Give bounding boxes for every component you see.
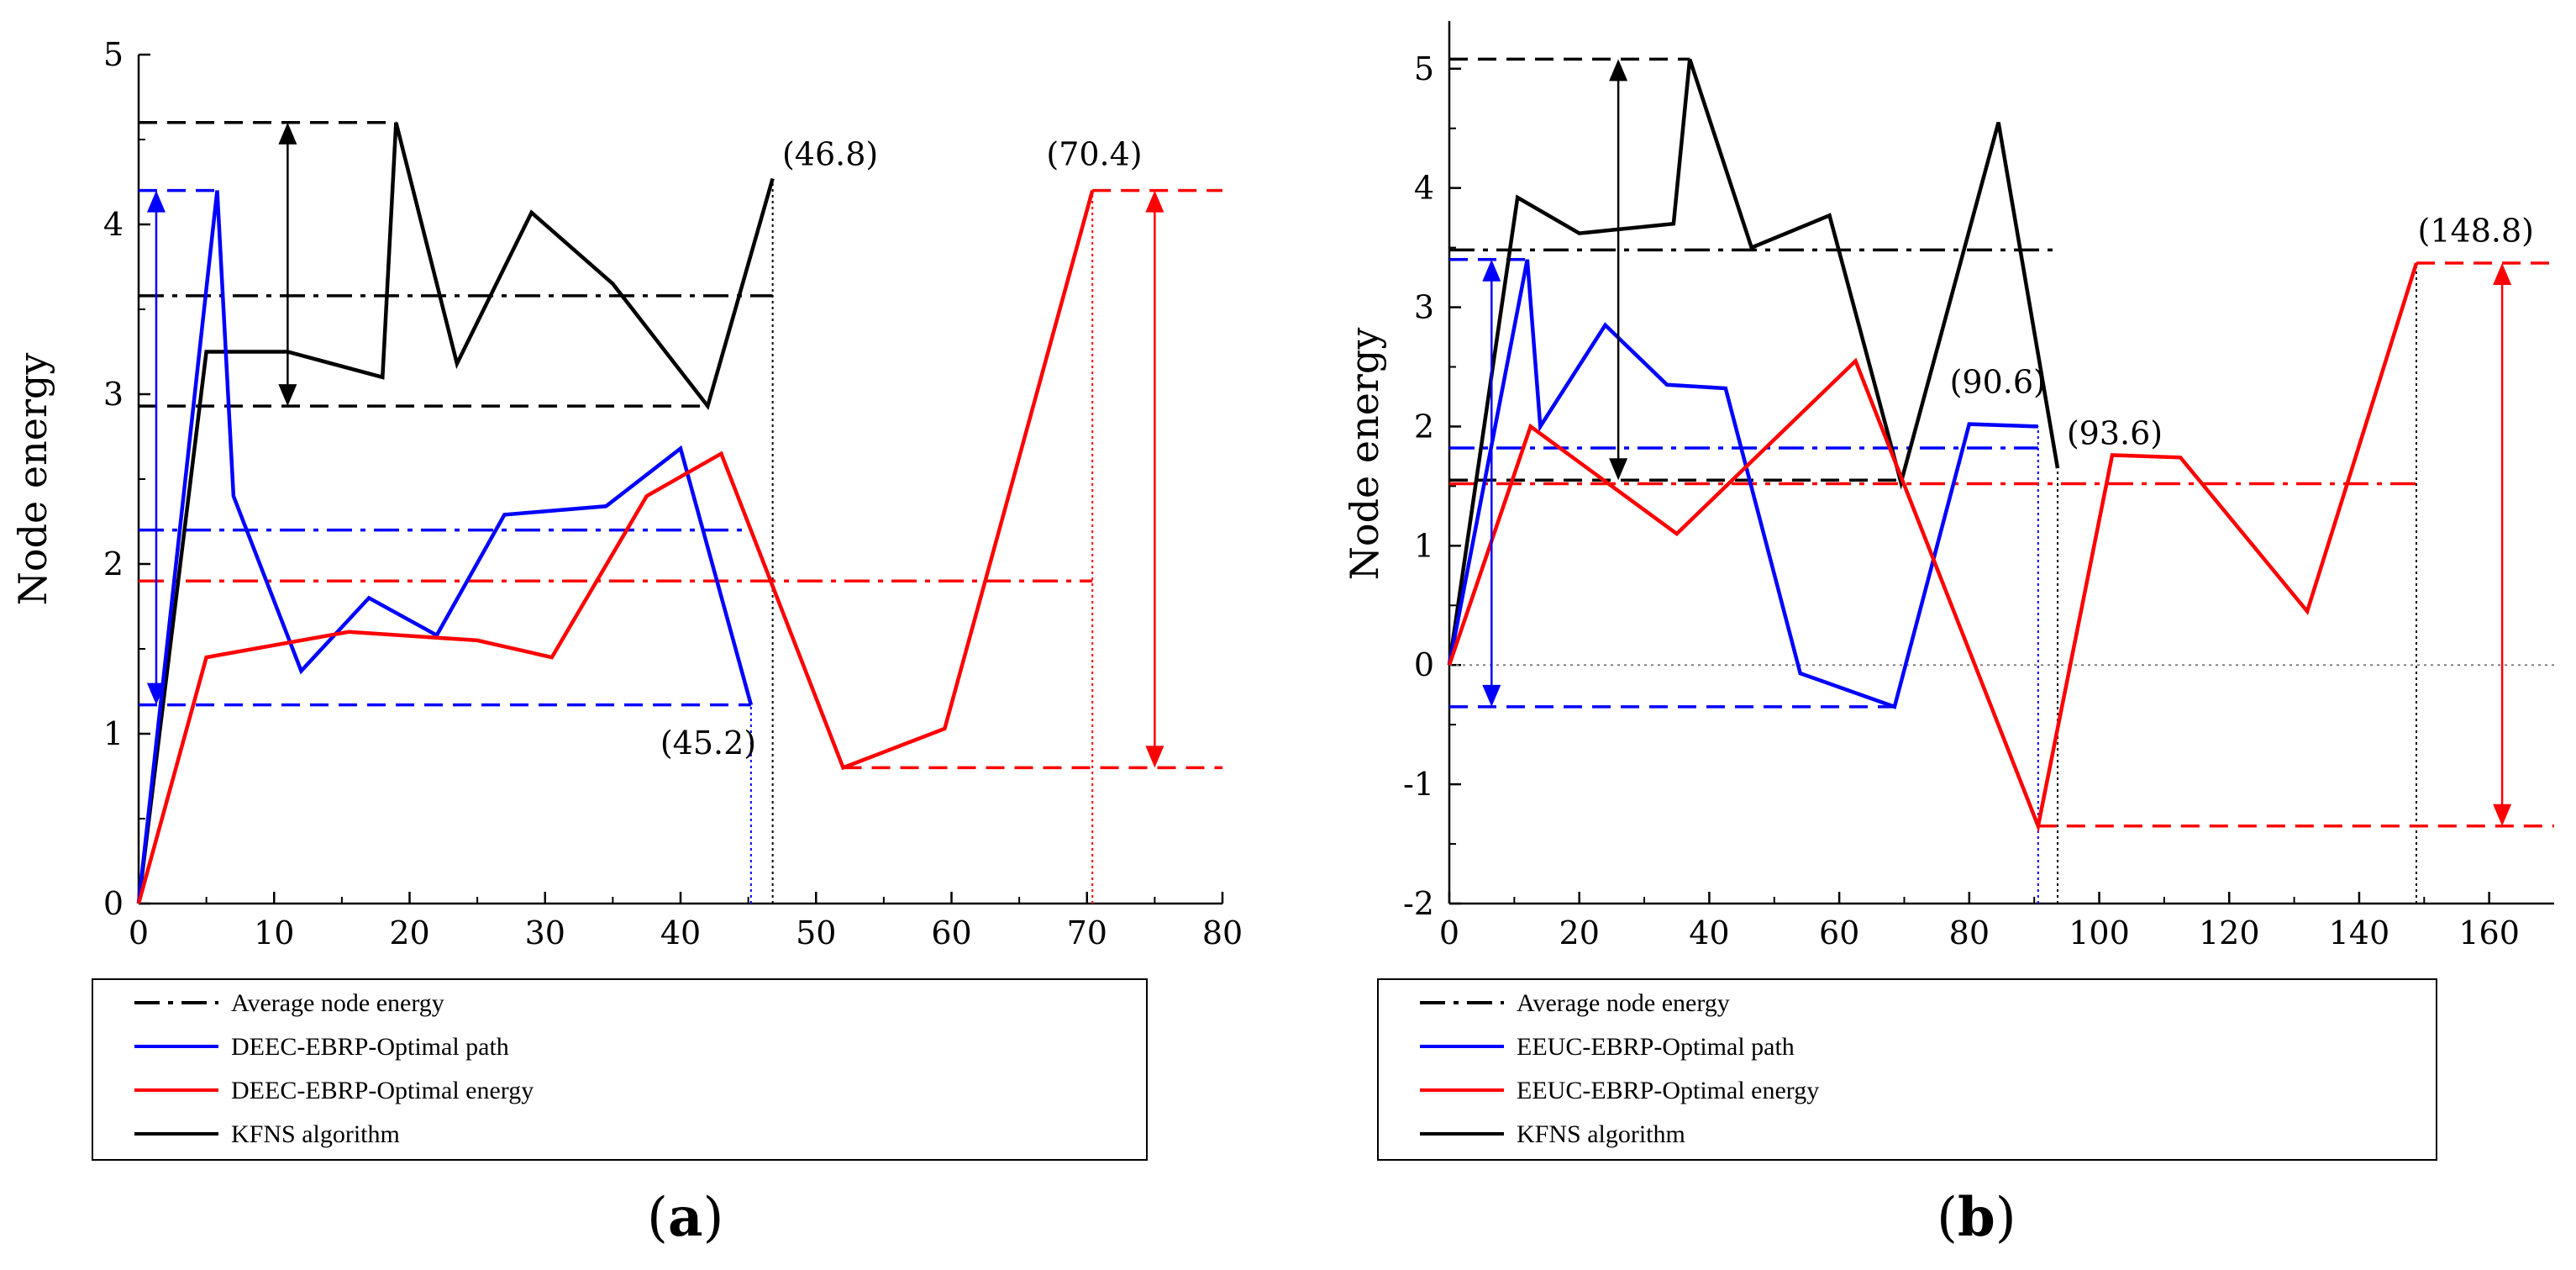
legend-entry-label: KFNS algorithm xyxy=(1517,1120,1685,1148)
panel-b: 020406080100120140160-2-1012345TimeNode … xyxy=(1342,21,2554,1249)
series-line-kfns xyxy=(1447,58,2060,666)
x-tick-label: 80 xyxy=(1949,914,1990,951)
legend-entry-label: EEUC-EBRP-Optimal energy xyxy=(1517,1077,1819,1104)
legend-entry-label: KFNS algorithm xyxy=(231,1120,400,1148)
panel-a: 01020304050607080012345TimeNode energy(4… xyxy=(10,36,1243,1249)
y-tick-label: 1 xyxy=(103,715,124,752)
series-line-kfns xyxy=(136,122,775,904)
x-tick-label: 20 xyxy=(1559,914,1600,951)
range-arrow-head-down xyxy=(1145,746,1164,768)
range-arrow-head-down xyxy=(146,682,166,705)
x-tick-label: 30 xyxy=(525,914,565,951)
range-arrow-head-down xyxy=(1482,684,1501,707)
y-tick-label: 5 xyxy=(1414,50,1434,87)
legend-entry-label: DEEC-EBRP-Optimal path xyxy=(231,1033,509,1061)
range-arrow-head-up xyxy=(278,122,297,145)
x-tick-label: 40 xyxy=(660,914,701,951)
legend-box xyxy=(92,978,1148,1161)
x-tick-label: 100 xyxy=(2069,914,2130,951)
x-tick-label: 0 xyxy=(129,914,149,951)
legend-entry-label: Average node energy xyxy=(231,989,444,1017)
y-tick-label: 3 xyxy=(103,376,124,413)
series-line-energy xyxy=(1447,262,2419,833)
x-tick-label: 50 xyxy=(796,914,836,951)
y-tick-label: 0 xyxy=(1414,646,1434,683)
y-tick-label: 0 xyxy=(103,885,124,922)
range-arrow-head-down xyxy=(278,384,297,407)
panel-label: (b) xyxy=(1937,1186,2016,1249)
series-line-path xyxy=(1447,259,2038,709)
y-tick-label: 2 xyxy=(1414,408,1434,445)
y-tick-label: 4 xyxy=(103,206,124,243)
y-tick-label: 2 xyxy=(103,545,124,582)
range-arrow-head-up xyxy=(2493,263,2512,286)
range-arrow-head-down xyxy=(2493,804,2512,826)
x-tick-label: 60 xyxy=(931,914,971,951)
legend-box xyxy=(1377,978,2437,1161)
range-arrow-head-up xyxy=(1145,190,1164,213)
x-tick-label: 70 xyxy=(1067,914,1107,951)
x-tick-label: 10 xyxy=(254,914,294,951)
annotation-label: (70.4) xyxy=(1046,135,1142,172)
x-tick-label: 120 xyxy=(2199,914,2260,951)
x-tick-label: 20 xyxy=(389,914,429,951)
y-tick-label: 4 xyxy=(1414,170,1434,207)
y-tick-label: -2 xyxy=(1403,885,1434,922)
panel-label: (a) xyxy=(647,1186,723,1249)
range-arrow-head-up xyxy=(146,190,166,213)
series-line-energy xyxy=(136,190,1095,904)
range-arrow-head-down xyxy=(1609,458,1628,481)
annotation-label: (46.8) xyxy=(782,135,878,172)
annotation-label: (148.8) xyxy=(2418,213,2534,250)
x-tick-label: 140 xyxy=(2329,914,2390,951)
x-tick-label: 40 xyxy=(1689,914,1729,951)
y-tick-label: 1 xyxy=(1414,527,1434,564)
y-tick-label: 3 xyxy=(1414,289,1434,326)
y-axis-label: Node energy xyxy=(10,353,55,606)
y-tick-label: -1 xyxy=(1403,766,1434,803)
y-axis-label: Node energy xyxy=(1342,328,1387,581)
series-line-path xyxy=(136,190,754,904)
legend-entry-label: Average node energy xyxy=(1517,989,1730,1017)
x-tick-label: 80 xyxy=(1202,914,1243,951)
range-arrow-head-up xyxy=(1609,59,1628,82)
legend-entry-label: DEEC-EBRP-Optimal energy xyxy=(231,1077,534,1104)
y-tick-label: 5 xyxy=(103,36,124,73)
annotation-label: (45.2) xyxy=(660,725,756,761)
annotation-label: (93.6) xyxy=(2067,415,2163,452)
x-tick-label: 0 xyxy=(1439,914,1459,951)
x-tick-label: 60 xyxy=(1819,914,1859,951)
legend-entry-label: EEUC-EBRP-Optimal path xyxy=(1517,1033,1795,1061)
x-tick-label: 160 xyxy=(2458,914,2520,951)
range-arrow-head-up xyxy=(1482,259,1501,282)
annotation-label: (90.6) xyxy=(1950,364,2046,401)
